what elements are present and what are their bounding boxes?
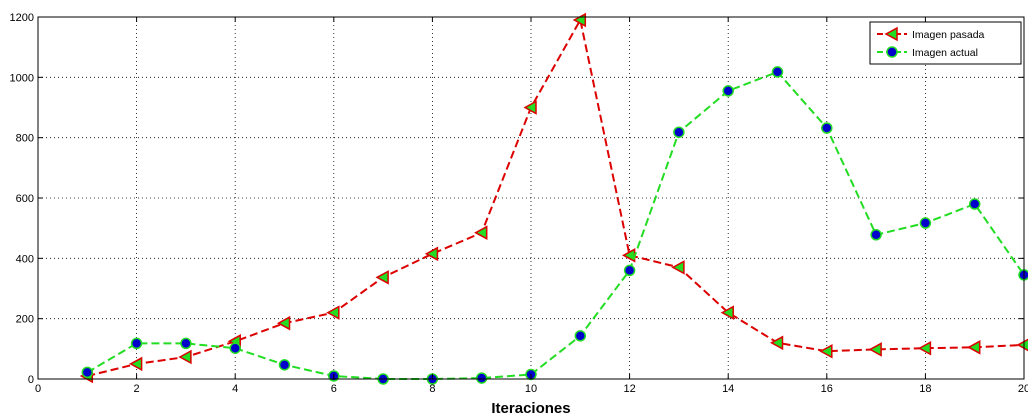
y-tick-label: 1200 [10,12,34,24]
data-point [130,337,143,350]
x-tick-label: 14 [722,383,734,395]
x-tick-label: 12 [623,383,635,395]
data-point [180,337,192,350]
x-tick-label: 6 [331,383,337,395]
data-point [967,340,981,355]
x-tick-label: 2 [134,383,140,395]
y-tick-label: 600 [16,193,34,205]
legend-marker [886,46,898,58]
data-point [424,246,439,262]
data-point [623,264,636,277]
data-point [870,229,882,241]
grid [38,17,1024,379]
series-line [87,17,1025,377]
data-point [81,366,94,379]
legend: Imagen pasada Imagen actual [869,21,1022,65]
data-point [868,342,882,357]
y-tick-label: 400 [16,253,34,265]
data-point [673,126,685,138]
data-point [178,349,192,365]
data-point [968,198,981,210]
x-tick-label: 0 [35,383,41,395]
x-axis-label: Iteraciones [491,400,570,417]
data-point [720,305,734,320]
x-tick-label: 16 [821,383,833,395]
x-tick-label: 10 [525,383,537,395]
data-point [919,217,932,229]
data-point [671,260,685,275]
legend-marker [884,26,898,42]
y-tick-label: 0 [28,374,34,386]
x-tick-label: 4 [232,383,238,395]
data-point [523,100,537,115]
data-point [475,372,488,384]
x-tick-label: 20 [1018,383,1028,395]
data-point [474,225,488,240]
data-point [769,335,784,351]
data-point [129,356,143,372]
y-tick-label: 1000 [10,72,34,84]
data-point [917,340,932,356]
data-point [229,342,241,354]
data-point [771,66,784,78]
data-point [574,330,587,342]
data-point [819,343,833,359]
data-point [326,305,340,320]
y-tick-label: 800 [16,133,34,145]
data-point [722,85,734,97]
legend-label: Imagen pasada [912,29,985,41]
data-point [375,270,389,285]
data-point [821,122,833,134]
x-tick-label: 18 [919,383,931,395]
x-tick-label: 8 [429,383,435,395]
y-tick-label: 200 [16,314,34,326]
legend-label: Imagen actual [912,47,978,59]
data-point [276,315,291,331]
series-line [86,70,1025,380]
data-point [278,359,291,371]
